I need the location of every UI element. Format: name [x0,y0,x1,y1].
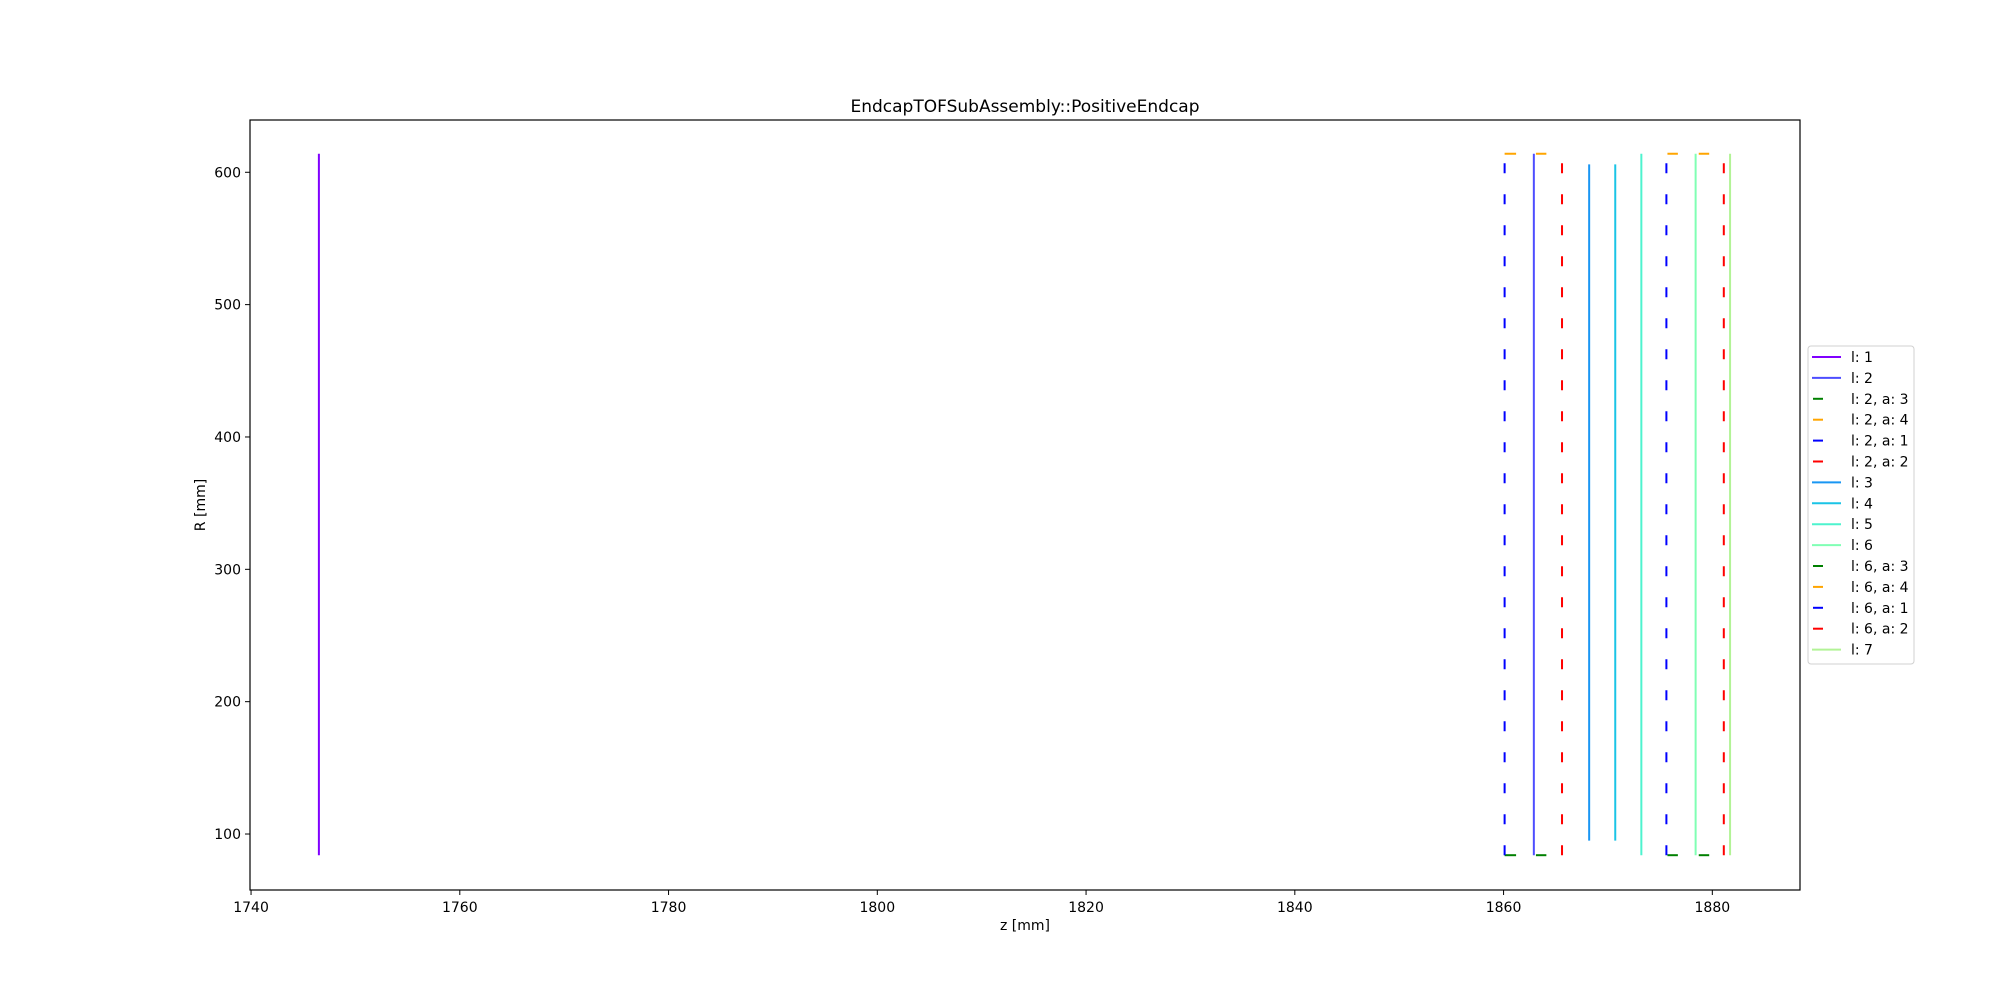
legend-label: l: 6, a: 3 [1851,559,1909,575]
legend-label: l: 6, a: 2 [1851,622,1909,638]
legend-label: l: 6, a: 1 [1851,601,1909,617]
y-tick-label: 300 [214,562,241,578]
x-tick-label: 1880 [1695,900,1731,916]
y-tick-label: 600 [214,165,241,181]
legend-label: l: 3 [1851,475,1873,491]
x-tick-label: 1840 [1277,900,1313,916]
legend-box [1807,345,1915,665]
legend: l: 1 l: 2 l: 2, a: 3 l: 2, a: 4 l: 2, a: 1 l:… [1807,345,1915,665]
y-axis-label: R [mm] [193,479,209,531]
plot-frame [249,119,1801,891]
legend-label: l: 7 [1851,643,1873,659]
x-axis-label: z [mm] [1000,918,1050,934]
x-tick-label: 1760 [442,900,478,916]
legend-label: l: 4 [1851,496,1873,512]
legend-label: l: 6 [1851,538,1873,554]
legend-label: l: 2, a: 4 [1851,413,1909,429]
y-tick-label: 500 [214,298,241,314]
legend-label: l: 2, a: 3 [1851,392,1909,408]
legend-label: l: 6, a: 4 [1851,580,1909,596]
y-axis: 100 200 300 400 500 600 [214,165,250,843]
x-tick-label: 1780 [651,900,687,916]
legend-label: l: 1 [1851,350,1873,366]
series-group [317,152,1732,857]
chart-title: EndcapTOFSubAssembly::PositiveEndcap [850,97,1199,117]
y-tick-label: 400 [214,430,241,446]
x-tick-label: 1740 [233,900,269,916]
x-tick-label: 1800 [859,900,895,916]
legend-label: l: 2, a: 1 [1851,434,1909,450]
x-tick-label: 1820 [1068,900,1104,916]
y-tick-label: 100 [214,827,241,843]
legend-label: l: 2 [1851,371,1873,387]
x-tick-label: 1860 [1486,900,1522,916]
legend-label: l: 5 [1851,517,1873,533]
x-axis: 1740 1760 1780 1800 1820 1840 1860 1880 [233,890,1730,916]
y-tick-label: 200 [214,695,241,711]
legend-label: l: 2, a: 2 [1851,455,1909,471]
